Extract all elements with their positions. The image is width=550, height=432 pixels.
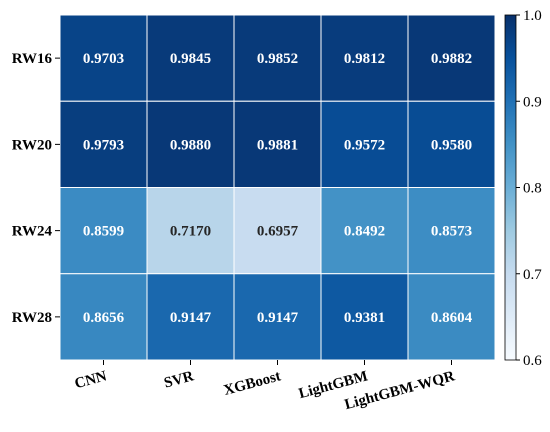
cell-value-label: 0.9845: [170, 51, 211, 67]
y-tick-label: RW16: [12, 51, 53, 67]
x-tick-label: XGBoost: [222, 368, 282, 399]
heatmap-cell: [59, 14, 148, 102]
heatmap-cell: [233, 273, 322, 361]
cell-value-label: 0.8573: [431, 224, 472, 240]
heatmap-cell: [146, 187, 235, 275]
heatmap-cells: 0.9703 0.9845 0.9852 0.9812 0.9882 0.9793 0.98…: [59, 14, 496, 361]
colorbar-ticks: 0.6 0.7 0.8 0.9 1.0: [516, 8, 542, 369]
x-tick-label: CNN: [73, 368, 109, 392]
cell-value-label: 0.9793: [83, 137, 124, 153]
heatmap-cell: [233, 100, 322, 188]
cell-value-label: 0.9812: [344, 51, 385, 67]
cell-value-label: 0.9882: [431, 51, 472, 67]
heatmap-cell: [146, 273, 235, 361]
heatmap-cell: [320, 14, 409, 102]
y-tick-label: RW28: [12, 310, 52, 326]
colorbar-tick-label: 0.6: [523, 353, 542, 369]
cell-value-label: 0.8656: [83, 310, 125, 326]
cell-value-label: 0.8604: [431, 310, 473, 326]
heatmap-cell: [407, 187, 496, 275]
colorbar-tick-label: 0.7: [523, 267, 542, 283]
cell-value-label: 0.8599: [83, 224, 124, 240]
heatmap-cell: [320, 273, 409, 361]
cell-value-label: 0.9147: [170, 310, 212, 326]
cell-value-label: 0.6957: [257, 224, 299, 240]
cell-value-label: 0.9147: [257, 310, 299, 326]
heatmap-cell: [320, 187, 409, 275]
heatmap-cell: [59, 100, 148, 188]
cell-value-label: 0.9381: [344, 310, 385, 326]
colorbar-tick-label: 1.0: [523, 8, 542, 24]
heatmap-cell: [233, 187, 322, 275]
cell-value-label: 0.9703: [83, 51, 124, 67]
x-tick-label: SVR: [162, 368, 195, 391]
colorbar: 0.6 0.7 0.8 0.9 1.0: [504, 8, 542, 369]
colorbar-tick-label: 0.9: [523, 94, 542, 110]
cell-value-label: 0.9881: [257, 137, 298, 153]
heatmap-cell: [407, 100, 496, 188]
heatmap-cell: [407, 14, 496, 102]
colorbar-gradient: [504, 14, 517, 361]
cell-value-label: 0.9880: [170, 137, 211, 153]
cell-value-label: 0.8492: [344, 224, 385, 240]
colorbar-tick-label: 0.8: [523, 181, 542, 197]
y-axis-labels: RW16 RW20 RW24 RW28: [12, 51, 60, 326]
cell-value-label: 0.9852: [257, 51, 298, 67]
cell-value-label: 0.9572: [344, 137, 385, 153]
heatmap-cell: [407, 273, 496, 361]
heatmap-cell: [146, 14, 235, 102]
cell-value-label: 0.9580: [431, 137, 472, 153]
cell-value-label: 0.7170: [170, 224, 211, 240]
y-tick-label: RW24: [12, 224, 53, 240]
y-tick-label: RW20: [12, 137, 52, 153]
